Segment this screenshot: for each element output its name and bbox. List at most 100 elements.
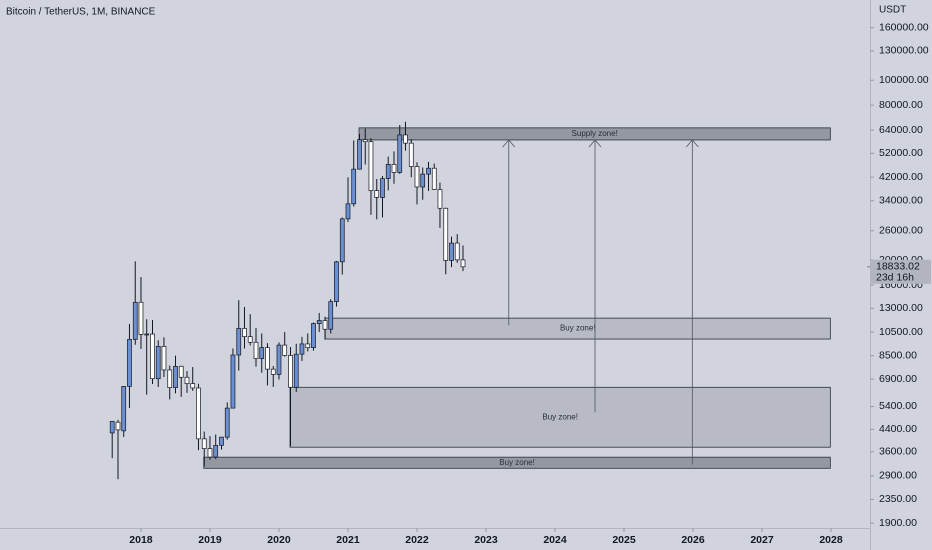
candle-body — [316, 320, 322, 324]
candle-body — [247, 336, 253, 343]
candle-body — [115, 421, 121, 431]
x-tick-label: 2028 — [819, 534, 843, 546]
countdown-label: 23d 16h — [876, 272, 914, 284]
zone-label: Buy zone! — [499, 458, 535, 467]
candle-body — [270, 368, 276, 375]
candle-body — [403, 134, 408, 144]
candle-body — [259, 347, 265, 359]
y-tick-label: 13000.00 — [879, 302, 923, 314]
x-tick-label: 2024 — [543, 534, 567, 546]
y-tick-label: 2350.00 — [879, 493, 917, 505]
y-tick-label: 1900.00 — [879, 517, 917, 529]
candle-body — [196, 387, 201, 440]
candle-body — [345, 203, 351, 220]
candle-body — [190, 383, 196, 389]
zone-label: Buy zone! — [542, 412, 578, 421]
y-tick-label: 34000.00 — [879, 195, 923, 207]
arrow-head — [502, 139, 516, 148]
y-tick-label: 160000.00 — [879, 21, 929, 33]
candle-body — [362, 139, 368, 143]
candle-body — [305, 343, 311, 349]
candle-body — [351, 168, 357, 205]
candle-body — [322, 320, 328, 330]
candle-body — [328, 301, 334, 330]
arrow-head — [588, 139, 602, 148]
x-tick-label: 2025 — [612, 534, 636, 546]
candle-body — [334, 261, 339, 303]
last-price-box — [871, 259, 931, 284]
y-tick-label: 52000.00 — [879, 147, 923, 159]
y-tick-label: 3600.00 — [879, 446, 917, 458]
candle-body — [276, 344, 282, 375]
y-tick-label: 130000.00 — [879, 45, 929, 57]
candle-body — [253, 341, 259, 359]
candle-body — [150, 333, 155, 380]
candle-body — [293, 353, 299, 388]
y-tick-label: 10500.00 — [879, 326, 923, 338]
candle-body — [426, 167, 431, 175]
last-price-label: 18833.02 — [876, 261, 920, 273]
y-tick-label: 2900.00 — [879, 470, 917, 482]
candle-body — [230, 354, 236, 409]
x-tick-label: 2027 — [750, 534, 774, 546]
zone — [289, 386, 831, 448]
y-tick-label: 42000.00 — [879, 171, 923, 183]
x-tick-label: 2021 — [336, 534, 360, 546]
candle-body — [443, 207, 449, 261]
candle-body — [201, 438, 207, 449]
candle-body — [397, 134, 403, 173]
candle-body — [219, 436, 224, 446]
y-tick-label: 26000.00 — [879, 225, 923, 237]
candle-body — [109, 421, 115, 434]
y-tick-label: 4400.00 — [879, 423, 917, 435]
x-tick-label: 2018 — [129, 534, 153, 546]
x-tick-label: 2023 — [474, 534, 498, 546]
candle-body — [282, 344, 288, 356]
candle-body — [288, 355, 293, 388]
candle-body — [207, 448, 213, 458]
zone-label: Buy zone! — [560, 324, 596, 333]
candle-body — [121, 386, 127, 432]
y-tick-label: 8500.00 — [879, 350, 917, 362]
candle-body — [132, 301, 138, 340]
candle-body — [144, 333, 150, 336]
candle-body — [167, 369, 173, 388]
candle-body — [236, 328, 242, 356]
chart-title: Bitcoin / TetherUS, 1M, BINANCE — [6, 7, 156, 18]
candle-body — [380, 178, 385, 198]
candle-body — [449, 242, 454, 261]
candle-body — [184, 376, 190, 384]
candle-body — [414, 166, 420, 188]
x-tick-label: 2022 — [405, 534, 429, 546]
candle-body — [155, 345, 161, 380]
x-tick-label: 2026 — [681, 534, 705, 546]
candle-body — [178, 365, 184, 378]
candle-body — [339, 218, 345, 263]
candle-body — [408, 142, 414, 167]
candle-body — [357, 139, 362, 170]
candle-body — [368, 141, 374, 191]
candle-body — [213, 444, 219, 458]
candle-body — [460, 259, 466, 268]
x-tick-label: 2019 — [198, 534, 222, 546]
y-tick-label: 100000.00 — [879, 74, 929, 86]
candle-body — [127, 339, 132, 387]
candle-body — [374, 190, 380, 198]
candle-body — [385, 164, 391, 179]
candle-body — [431, 167, 437, 190]
x-tick-label: 2020 — [267, 534, 291, 546]
candle-body — [454, 242, 460, 261]
candle-body — [391, 164, 397, 173]
candle-body — [420, 173, 426, 188]
candle-body — [138, 301, 144, 335]
y-tick-label: 6900.00 — [879, 373, 917, 385]
zone-label: Supply zone! — [572, 129, 618, 138]
y-axis-label: USDT — [879, 5, 906, 16]
y-tick-label: 5400.00 — [879, 400, 917, 412]
candle-body — [299, 343, 305, 355]
candle-body — [311, 323, 316, 349]
arrow-head — [686, 139, 699, 148]
y-tick-label: 64000.00 — [879, 124, 923, 136]
